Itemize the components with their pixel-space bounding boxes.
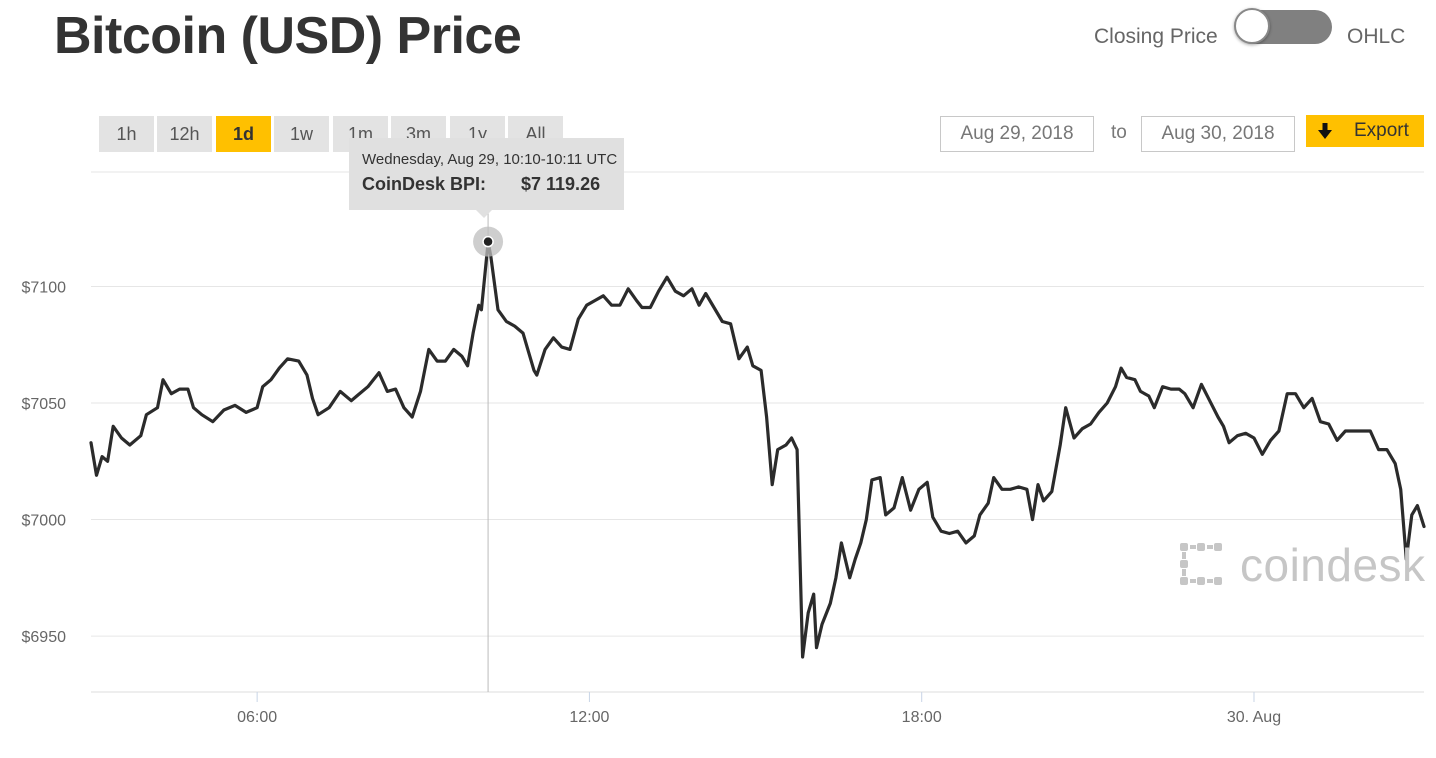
x-tick-label: 18:00 bbox=[902, 709, 942, 726]
toggle-knob[interactable] bbox=[1234, 8, 1270, 44]
range-button-12h[interactable]: 12h bbox=[157, 116, 212, 152]
page-title: Bitcoin (USD) Price bbox=[54, 7, 522, 65]
y-tick-label: $7000 bbox=[22, 513, 67, 530]
tooltip-time: Wednesday, Aug 29, 10:10-10:11 UTC bbox=[362, 151, 618, 168]
y-tick-label: $6950 bbox=[22, 629, 67, 646]
series-layer bbox=[89, 240, 1426, 659]
highlight-marker bbox=[473, 226, 504, 257]
closing-price-ohlc-toggle[interactable] bbox=[1234, 8, 1332, 44]
date-to-label: to bbox=[1111, 122, 1127, 143]
y-axis-ticks: $7100 $7050 $7000 $6950 bbox=[22, 280, 67, 647]
range-button-1h[interactable]: 1h bbox=[99, 116, 154, 152]
highlight-point bbox=[482, 235, 494, 248]
price-line bbox=[89, 240, 1426, 659]
logo-text: coindesk bbox=[1240, 539, 1426, 591]
closing-price-label[interactable]: Closing Price bbox=[1094, 25, 1218, 48]
x-axis-ticks: 06:00 12:00 18:00 30. Aug bbox=[237, 692, 1281, 726]
coindesk-logo: coindesk bbox=[1178, 538, 1428, 591]
range-button-1d[interactable]: 1d bbox=[216, 116, 271, 152]
tooltip-series-label: CoinDesk BPI: bbox=[362, 174, 487, 194]
tooltip-value: $7 119.26 bbox=[521, 174, 601, 194]
export-button[interactable]: Export bbox=[1306, 115, 1424, 147]
x-tick-label: 06:00 bbox=[237, 709, 277, 726]
export-label: Export bbox=[1354, 120, 1409, 141]
price-tooltip: Wednesday, Aug 29, 10:10-10:11 UTC CoinD… bbox=[349, 138, 624, 218]
date-to-input[interactable]: Aug 30, 2018 bbox=[1141, 116, 1295, 152]
coindesk-logo-icon bbox=[1180, 543, 1222, 585]
y-tick-label: $7100 bbox=[22, 280, 67, 297]
view-toggle-group: Closing Price OHLC bbox=[1094, 8, 1424, 62]
y-tick-label: $7050 bbox=[22, 396, 67, 413]
date-from-input[interactable]: Aug 29, 2018 bbox=[940, 116, 1094, 152]
range-button-1w[interactable]: 1w bbox=[274, 116, 329, 152]
x-tick-label: 30. Aug bbox=[1227, 709, 1281, 726]
download-arrow-icon bbox=[1318, 123, 1332, 139]
ohlc-label[interactable]: OHLC bbox=[1347, 25, 1406, 48]
x-tick-label: 12:00 bbox=[569, 709, 609, 726]
